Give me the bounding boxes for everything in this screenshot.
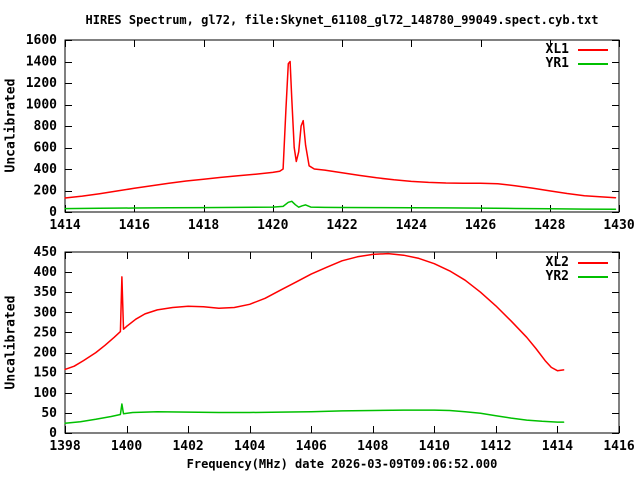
legend-label-xl1: XL1 bbox=[545, 42, 569, 57]
y-tick-label: 1000 bbox=[26, 98, 57, 113]
y-tick-label: 0 bbox=[49, 205, 57, 220]
legend-line-xl2 bbox=[578, 262, 608, 264]
x-tick-label: 1398 bbox=[49, 439, 80, 454]
x-tick-label: 1424 bbox=[396, 218, 427, 233]
y-tick-label: 100 bbox=[34, 386, 58, 401]
chart-title: HIRES Spectrum, gl72, file:Skynet_61108_… bbox=[85, 13, 599, 27]
y-tick-label: 300 bbox=[34, 305, 58, 320]
y-tick-label: 400 bbox=[34, 162, 58, 177]
x-tick-label: 1404 bbox=[234, 439, 265, 454]
legend-label-yr1: YR1 bbox=[545, 56, 569, 71]
legend-line-yr2 bbox=[578, 276, 608, 278]
x-tick-label: 1426 bbox=[465, 218, 496, 233]
x-tick-label: 1416 bbox=[119, 218, 150, 233]
x-tick-label: 1422 bbox=[326, 218, 357, 233]
panel-frame bbox=[64, 251, 620, 434]
y-tick-label: 50 bbox=[41, 406, 57, 421]
legend-entry-yr1: YR1 bbox=[520, 57, 608, 71]
y-tick-label: 250 bbox=[34, 325, 58, 340]
y-tick-label: 150 bbox=[34, 366, 58, 381]
legend-label-yr2: YR2 bbox=[545, 269, 569, 284]
y-tick-label: 800 bbox=[34, 119, 58, 134]
series-line-YR2 bbox=[64, 403, 565, 425]
legend-line-yr1 bbox=[578, 63, 608, 65]
y-tick-label: 200 bbox=[34, 346, 58, 361]
x-tick-label: 1410 bbox=[419, 439, 450, 454]
y-tick-label: 600 bbox=[34, 141, 58, 156]
series-line-YR1 bbox=[64, 200, 617, 211]
series-line-XL1 bbox=[64, 60, 617, 199]
y-tick-label: 1600 bbox=[26, 33, 57, 48]
y-tick-label: 400 bbox=[34, 265, 58, 280]
x-tick-label: 1400 bbox=[111, 439, 142, 454]
x-tick-label: 1408 bbox=[357, 439, 388, 454]
x-axis-label: Frequency(MHz) date 2026-03-09T09:06:52.… bbox=[186, 457, 498, 471]
x-tick-label: 1412 bbox=[480, 439, 511, 454]
y-tick-label: 350 bbox=[34, 285, 58, 300]
y-tick-label: 450 bbox=[34, 245, 58, 260]
legend-entry-xl1: XL1 bbox=[520, 43, 608, 57]
y-tick-label: 1200 bbox=[26, 76, 57, 91]
series-line-XL2 bbox=[64, 252, 565, 372]
legend-label-xl2: XL2 bbox=[545, 255, 569, 270]
y-tick-label: 1400 bbox=[26, 55, 57, 70]
y-tick-label: 200 bbox=[34, 184, 58, 199]
x-tick-label: 1416 bbox=[603, 439, 634, 454]
y-tick-label: 0 bbox=[49, 426, 57, 441]
x-tick-label: 1406 bbox=[296, 439, 327, 454]
x-tick-label: 1414 bbox=[542, 439, 573, 454]
x-tick-label: 1402 bbox=[172, 439, 203, 454]
legend-entry-xl2: XL2 bbox=[520, 256, 608, 270]
x-tick-label: 1428 bbox=[534, 218, 565, 233]
x-tick-label: 1430 bbox=[603, 218, 634, 233]
x-tick-label: 1420 bbox=[257, 218, 288, 233]
legend-entry-yr2: YR2 bbox=[520, 270, 608, 284]
x-tick-label: 1418 bbox=[188, 218, 219, 233]
x-tick-label: 1414 bbox=[49, 218, 80, 233]
legend-line-xl1 bbox=[578, 49, 608, 51]
